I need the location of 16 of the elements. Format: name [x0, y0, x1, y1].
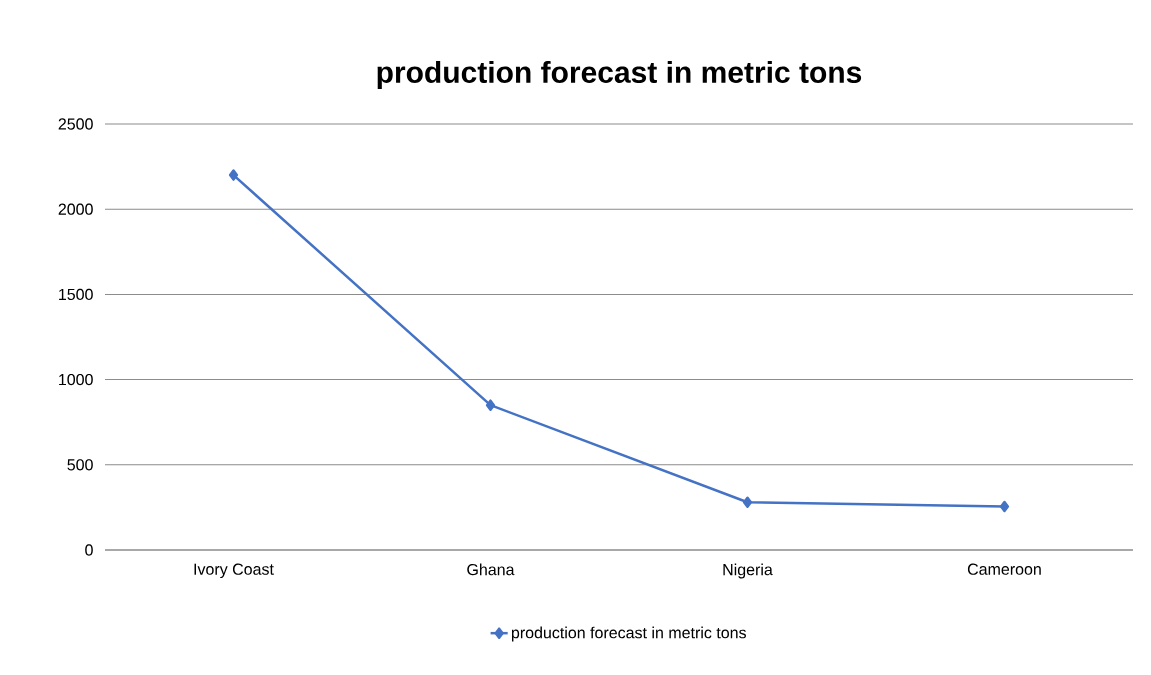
y-tick-label: 2500 [58, 118, 93, 130]
point [485, 399, 496, 411]
y-tick-label: 1500 [59, 288, 93, 301]
point [228, 169, 239, 181]
legend-label: production forecast in metric tons [511, 626, 746, 642]
x-tick-label: Nigeria [723, 563, 773, 579]
point [742, 496, 753, 509]
y-tick-label: 0 [85, 544, 93, 556]
point [999, 500, 1010, 513]
y-tick-label: 500 [67, 459, 93, 471]
y-tick-label: 2000 [58, 203, 93, 215]
x-tick-label: Cameroon [967, 563, 1041, 575]
y-tick-label: 1000 [59, 373, 93, 386]
x-tick-label: Ivory Coast [194, 563, 274, 579]
x-tick-label: Ghana [467, 563, 515, 576]
chart-title: production forecast in metric tons [377, 60, 862, 89]
